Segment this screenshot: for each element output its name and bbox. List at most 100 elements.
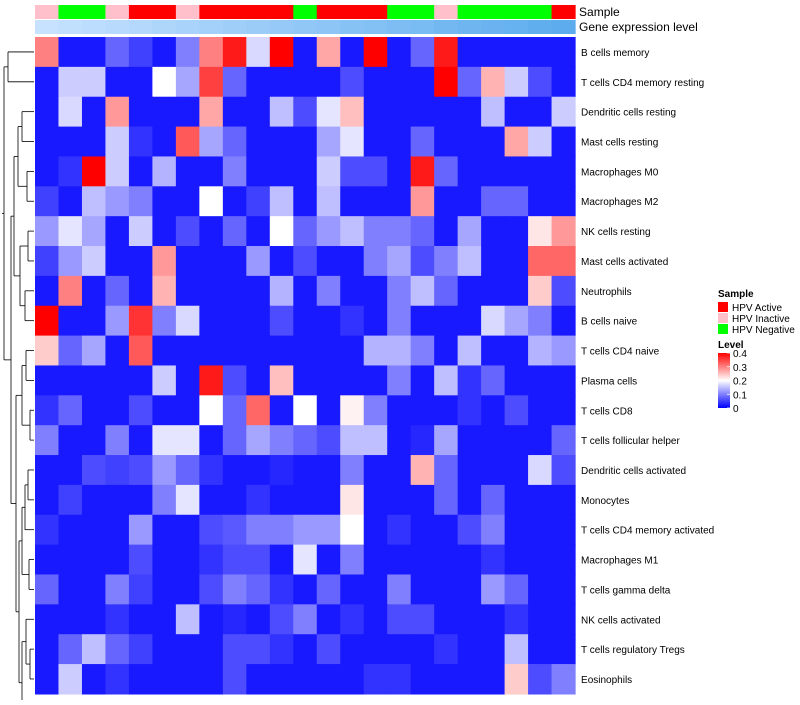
heatmap-cell — [105, 425, 130, 456]
heatmap-cell — [410, 66, 435, 98]
heatmap-cell — [152, 514, 177, 546]
heatmap-cell — [105, 664, 130, 695]
legend-label: HPV Active — [732, 303, 782, 314]
sample-annotation-cell — [222, 5, 247, 19]
heatmap-cell — [35, 186, 60, 217]
heatmap-cell — [387, 156, 412, 187]
heatmap-cell — [105, 395, 130, 426]
heatmap-cell — [528, 305, 553, 337]
expression-annotation-cell — [269, 20, 294, 34]
heatmap-cell — [316, 455, 341, 486]
heatmap-cell — [246, 365, 271, 396]
row-label: NK cells resting — [581, 227, 650, 238]
heatmap-cell — [551, 126, 576, 158]
heatmap-cell — [410, 634, 435, 665]
heatmap-cell — [269, 425, 294, 456]
annotation-track-label: Sample — [579, 5, 620, 19]
heatmap-cell — [340, 664, 365, 695]
heatmap-cell — [152, 305, 177, 337]
heatmap-cell — [128, 484, 153, 516]
heatmap-cell — [246, 574, 271, 605]
heatmap-cell — [434, 395, 459, 426]
heatmap-cell — [410, 37, 435, 68]
heatmap-cell — [199, 37, 224, 68]
row-label: Macrophages M1 — [581, 556, 659, 567]
heatmap-cell — [340, 37, 365, 68]
heatmap-cell — [551, 156, 576, 187]
heatmap-cell — [269, 574, 294, 605]
heatmap-cell — [481, 514, 506, 546]
heatmap-cell — [152, 425, 177, 456]
heatmap-cell — [481, 216, 506, 247]
legend-level-title: Level — [718, 340, 744, 351]
heatmap-cell — [528, 96, 553, 128]
heatmap-cell — [387, 37, 412, 68]
heatmap-cell — [481, 574, 506, 605]
heatmap-cell — [363, 335, 388, 367]
heatmap-cell — [504, 634, 529, 665]
heatmap-cell — [340, 604, 365, 635]
heatmap-cell — [35, 275, 60, 307]
heatmap-cell — [528, 335, 553, 367]
heatmap-cell — [387, 216, 412, 247]
heatmap-cell — [58, 664, 83, 695]
expression-annotation-cell — [504, 20, 529, 34]
heatmap-cell — [128, 126, 153, 158]
heatmap-cell — [528, 275, 553, 307]
heatmap-cell — [387, 305, 412, 337]
heatmap-cell — [316, 66, 341, 98]
heatmap-cell — [434, 37, 459, 68]
heatmap-cell — [81, 66, 107, 98]
heatmap-cell — [528, 186, 553, 217]
heatmap-cell — [175, 664, 200, 695]
expression-annotation-cell — [128, 20, 153, 34]
heatmap-cell — [528, 664, 553, 695]
heatmap-cell — [246, 37, 271, 68]
heatmap-cell — [152, 275, 177, 307]
heatmap-cell — [222, 634, 247, 665]
heatmap-cell — [269, 544, 294, 576]
heatmap-cell — [340, 365, 365, 396]
heatmap-cell — [58, 365, 83, 396]
heatmap-cell — [363, 365, 388, 396]
heatmap-cell — [340, 305, 365, 337]
row-label: T cells regulatory Tregs — [581, 645, 685, 656]
expression-annotation-cell — [457, 20, 482, 34]
heatmap-cell — [269, 275, 294, 307]
heatmap-cell — [481, 484, 506, 516]
heatmap-cell — [551, 335, 576, 367]
heatmap-cell — [293, 66, 318, 98]
heatmap-cell — [387, 425, 412, 456]
heatmap-cell — [222, 335, 247, 367]
expression-annotation-cell — [481, 20, 506, 34]
heatmap-cell — [35, 305, 60, 337]
heatmap-cell — [293, 544, 318, 576]
row-label: Mast cells resting — [581, 138, 658, 149]
heatmap-cell — [175, 365, 200, 396]
heatmap-cell — [410, 365, 435, 396]
sample-annotation-cell — [481, 5, 506, 19]
expression-annotation-cell — [316, 20, 341, 34]
heatmap-cell — [58, 37, 83, 68]
heatmap-cell — [35, 544, 60, 576]
expression-annotation-cell — [105, 20, 130, 34]
heatmap-cell — [35, 37, 60, 68]
heatmap-cell — [434, 664, 459, 695]
heatmap-cell — [551, 664, 576, 695]
heatmap-cell — [35, 96, 60, 128]
heatmap-cell — [293, 634, 318, 665]
heatmap-cell — [222, 305, 247, 337]
heatmap-cell — [269, 484, 294, 516]
heatmap-cell — [481, 66, 506, 98]
heatmap-cell — [504, 514, 529, 546]
heatmap-cell — [128, 664, 153, 695]
heatmap-cell — [434, 425, 459, 456]
heatmap-cell — [199, 544, 224, 576]
heatmap-cell — [199, 126, 224, 158]
heatmap-cell — [551, 96, 576, 128]
heatmap-cell — [504, 216, 529, 247]
expression-annotation-cell — [35, 20, 60, 34]
heatmap-cell — [410, 604, 435, 635]
heatmap-cell — [528, 395, 553, 426]
